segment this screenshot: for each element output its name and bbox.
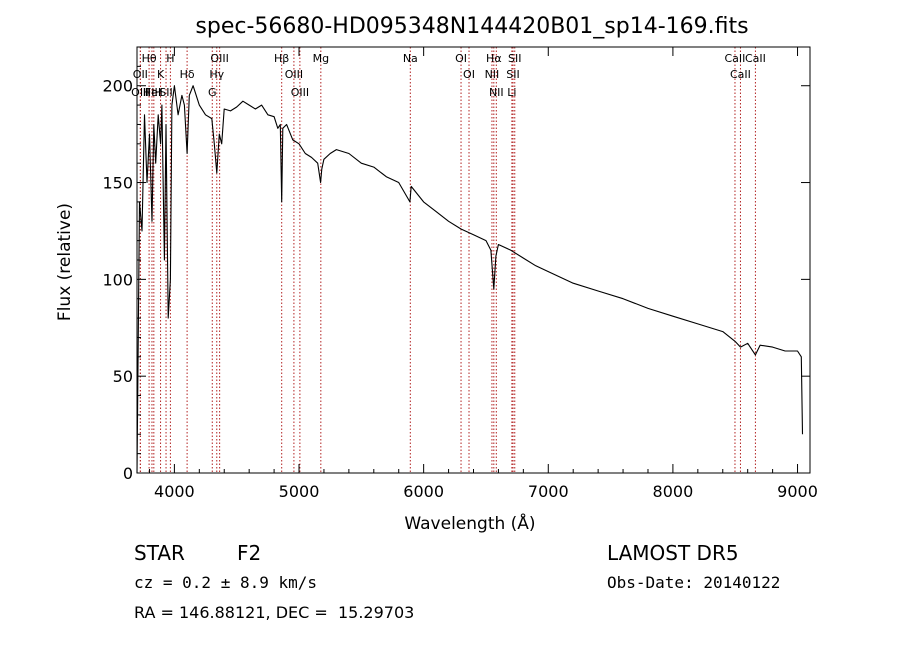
line-marker-label: OI bbox=[463, 68, 475, 81]
x-axis-label: Wavelength (Å) bbox=[404, 512, 535, 534]
line-marker-label: OI bbox=[455, 52, 467, 65]
line-marker-label: NII bbox=[485, 68, 500, 81]
x-tick-label: 4000 bbox=[154, 482, 195, 501]
object-class: STAR bbox=[134, 541, 185, 565]
line-labels: HθOIIOIIIHeIFIHKSIIHHδOIIIHγGHβOIIIOIIIM… bbox=[131, 52, 766, 99]
y-axis-label: Flux (relative) bbox=[55, 203, 75, 321]
line-marker-label: Hα bbox=[486, 52, 502, 65]
line-marker-label: Li bbox=[507, 86, 516, 99]
line-marker-label: OIII bbox=[291, 86, 309, 99]
plot-frame bbox=[136, 46, 811, 474]
line-marker-label: K bbox=[157, 68, 165, 81]
observation-date: Obs-Date: 20140122 bbox=[607, 573, 781, 592]
line-marker-label: Hβ bbox=[274, 52, 289, 65]
line-marker-label: CaII bbox=[745, 52, 766, 65]
line-marker-label: CaII bbox=[725, 52, 746, 65]
line-marker-label: OII bbox=[133, 68, 148, 81]
line-marker-label: CaII bbox=[730, 68, 751, 81]
y-axis-ticks: 0 50 100 150 200 bbox=[102, 65, 810, 483]
line-marker-label: OIII bbox=[285, 68, 303, 81]
x-axis-ticks: 4000 5000 6000 7000 8000 9000 bbox=[148, 47, 818, 501]
line-marker-label: OIII bbox=[210, 52, 228, 65]
line-marker-label: Hθ bbox=[142, 52, 157, 65]
line-marker-label: SII bbox=[506, 68, 519, 81]
line-marker-label: NII bbox=[489, 86, 504, 99]
survey-name: LAMOST DR5 bbox=[607, 541, 739, 565]
y-tick-label: 0 bbox=[123, 464, 133, 483]
coordinates: RA = 146.88121, DEC = 15.29703 bbox=[134, 603, 415, 622]
x-tick-label: 5000 bbox=[279, 482, 320, 501]
line-marker-label: Hδ bbox=[180, 68, 195, 81]
line-markers bbox=[139, 47, 756, 473]
line-marker-label: FIH bbox=[145, 86, 163, 99]
line-marker-label: SII bbox=[508, 52, 521, 65]
line-marker-label: Na bbox=[403, 52, 418, 65]
line-marker-label: G bbox=[208, 86, 217, 99]
line-marker-label: OIII bbox=[131, 86, 149, 99]
line-marker-label: SII bbox=[159, 86, 172, 99]
y-tick-label: 100 bbox=[102, 270, 133, 289]
y-tick-label: 200 bbox=[102, 77, 133, 96]
object-subclass: F2 bbox=[237, 541, 262, 565]
line-marker-label: HeI bbox=[143, 86, 161, 99]
y-tick-label: 150 bbox=[102, 174, 133, 193]
y-tick-label: 50 bbox=[113, 367, 133, 386]
spectrum-line bbox=[136, 85, 804, 474]
x-tick-label: 7000 bbox=[528, 482, 569, 501]
line-marker-label: H bbox=[166, 52, 174, 65]
line-marker-label: Mg bbox=[313, 52, 329, 65]
redshift-cz: cz = 0.2 ± 8.9 km/s bbox=[134, 573, 318, 592]
line-marker-label: Hγ bbox=[209, 68, 224, 81]
x-tick-label: 6000 bbox=[403, 482, 444, 501]
spectrum-series bbox=[136, 85, 804, 474]
x-tick-label: 9000 bbox=[777, 482, 818, 501]
x-tick-label: 8000 bbox=[653, 482, 694, 501]
chart-title: spec-56680-HD095348N144420B01_sp14-169.f… bbox=[195, 14, 748, 39]
